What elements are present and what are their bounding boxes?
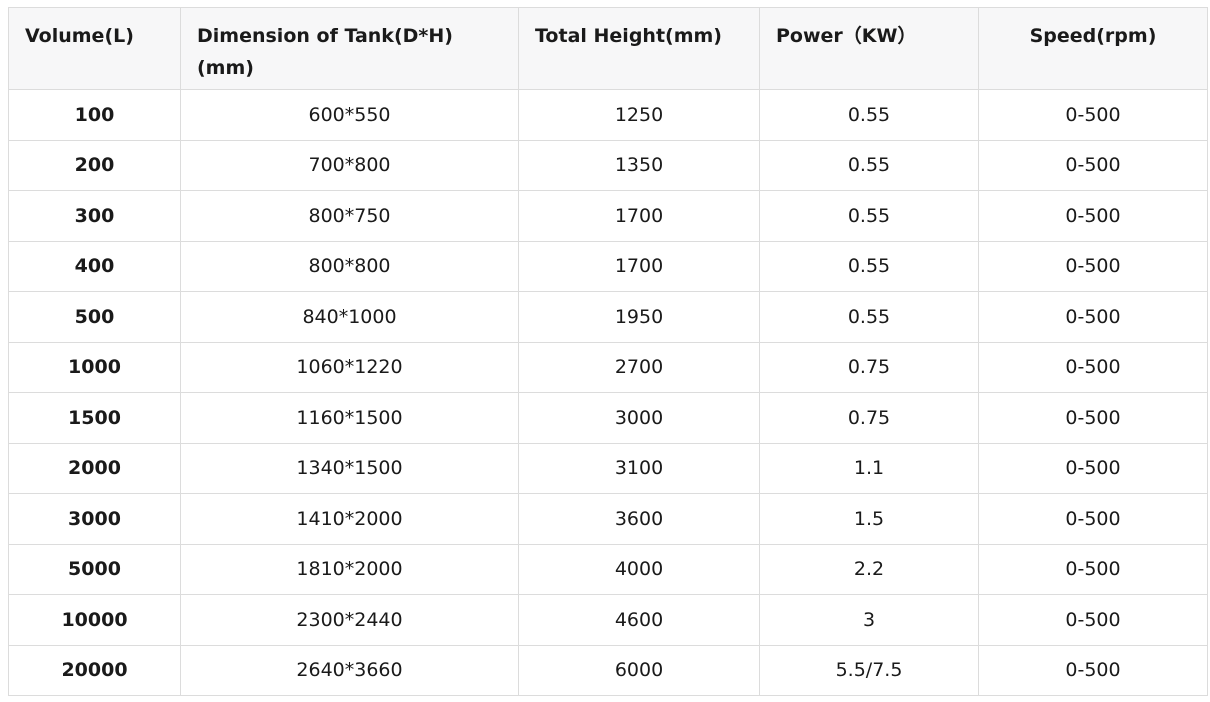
column-header: Power（KW） [759, 7, 979, 90]
table-cell: 700*800 [180, 139, 519, 191]
table-cell: 0-500 [978, 139, 1208, 191]
table-cell: 1250 [518, 89, 760, 141]
table-cell: 3000 [8, 493, 181, 545]
table-cell: 0.55 [759, 139, 979, 191]
table-cell: 0.75 [759, 341, 979, 393]
table-cell: 3000 [518, 392, 760, 444]
table-cell: 0-500 [978, 190, 1208, 242]
table-cell: 600*550 [180, 89, 519, 141]
table-cell: 1000 [8, 341, 181, 393]
table-cell: 1700 [518, 190, 760, 242]
table-cell: 840*1000 [180, 291, 519, 343]
table-cell: 3600 [518, 493, 760, 545]
table-row: 400 800*800 1700 0.55 0-500 [8, 240, 1208, 292]
table-cell: 500 [8, 291, 181, 343]
table-row: 3000 1410*2000 3600 1.5 0-500 [8, 493, 1208, 545]
table-cell: 1160*1500 [180, 392, 519, 444]
table-cell: 0-500 [978, 644, 1208, 696]
table-cell: 2300*2440 [180, 594, 519, 646]
table-cell: 10000 [8, 594, 181, 646]
table-cell: 1500 [8, 392, 181, 444]
table-row: 10000 2300*2440 4600 3 0-500 [8, 594, 1208, 646]
table-cell: 0-500 [978, 543, 1208, 595]
table-cell: 2000 [8, 442, 181, 494]
table-cell: 0-500 [978, 392, 1208, 444]
table-cell: 1340*1500 [180, 442, 519, 494]
table-cell: 20000 [8, 644, 181, 696]
spec-table: Volume(L) Dimension of Tank(D*H)(mm) Total… [8, 7, 1208, 696]
table-cell: 800*750 [180, 190, 519, 242]
table-row: 2000 1340*1500 3100 1.1 0-500 [8, 442, 1208, 494]
table-cell: 2640*3660 [180, 644, 519, 696]
table-cell: 1.1 [759, 442, 979, 494]
table-cell: 0-500 [978, 594, 1208, 646]
table-cell: 1410*2000 [180, 493, 519, 545]
table-row: 200 700*800 1350 0.55 0-500 [8, 139, 1208, 191]
table-cell: 200 [8, 139, 181, 191]
table-row: 1500 1160*1500 3000 0.75 0-500 [8, 392, 1208, 444]
table-cell: 1700 [518, 240, 760, 292]
table-row: 20000 2640*3660 6000 5.5/7.5 0-500 [8, 644, 1208, 696]
column-header: Volume(L) [8, 7, 181, 90]
table-cell: 300 [8, 190, 181, 242]
table-cell: 1810*2000 [180, 543, 519, 595]
table-cell: 6000 [518, 644, 760, 696]
table-cell: 3100 [518, 442, 760, 494]
table-row: 500 840*1000 1950 0.55 0-500 [8, 291, 1208, 343]
table-cell: 0.55 [759, 190, 979, 242]
table-cell: 100 [8, 89, 181, 141]
table-cell: 800*800 [180, 240, 519, 292]
table-cell: 1.5 [759, 493, 979, 545]
table-cell: 0-500 [978, 493, 1208, 545]
table-cell: 4600 [518, 594, 760, 646]
table-row: 1000 1060*1220 2700 0.75 0-500 [8, 341, 1208, 393]
table-cell: 2.2 [759, 543, 979, 595]
table-cell: 0-500 [978, 341, 1208, 393]
table-cell: 0.75 [759, 392, 979, 444]
table-cell: 0-500 [978, 291, 1208, 343]
column-header: Dimension of Tank(D*H)(mm) [180, 7, 519, 90]
table-cell: 0.55 [759, 89, 979, 141]
table-cell: 0.55 [759, 291, 979, 343]
table-cell: 1950 [518, 291, 760, 343]
table-cell: 4000 [518, 543, 760, 595]
table-cell: 5.5/7.5 [759, 644, 979, 696]
table-cell: 2700 [518, 341, 760, 393]
table-cell: 0-500 [978, 442, 1208, 494]
table-cell: 1060*1220 [180, 341, 519, 393]
table-cell: 3 [759, 594, 979, 646]
table-body: 100 600*550 1250 0.55 0-500 200 700*800 1350 0.5… [8, 89, 1208, 696]
header-row: Volume(L) Dimension of Tank(D*H)(mm) Total… [8, 7, 1208, 90]
table-row: 100 600*550 1250 0.55 0-500 [8, 89, 1208, 141]
table-cell: 0-500 [978, 89, 1208, 141]
column-header: Speed(rpm) [978, 7, 1208, 90]
table-cell: 5000 [8, 543, 181, 595]
table-cell: 0-500 [978, 240, 1208, 292]
table-cell: 0.55 [759, 240, 979, 292]
table-cell: 1350 [518, 139, 760, 191]
table-row: 300 800*750 1700 0.55 0-500 [8, 190, 1208, 242]
table-cell: 400 [8, 240, 181, 292]
column-header: Total Height(mm) [518, 7, 760, 90]
table-row: 5000 1810*2000 4000 2.2 0-500 [8, 543, 1208, 595]
